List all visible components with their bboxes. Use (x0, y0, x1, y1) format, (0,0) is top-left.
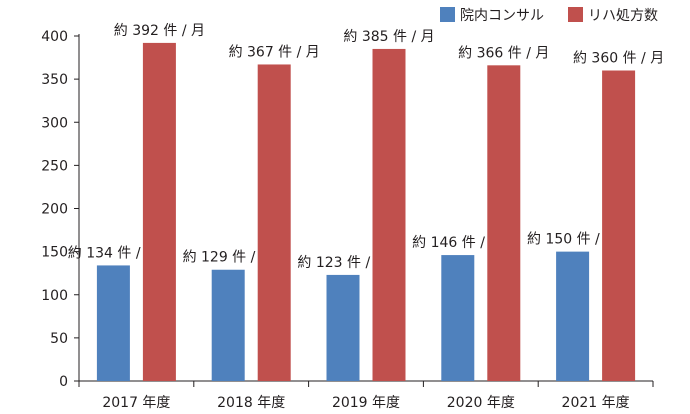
data-label: 約 367 件 / 月 (229, 44, 320, 60)
bar-consult (211, 269, 245, 381)
data-label: 約 146 件 / 月 (412, 235, 503, 251)
data-label: 約 360 件 / 月 (573, 51, 664, 67)
y-tick-label: 0 (59, 374, 68, 390)
data-label: 約 385 件 / 月 (343, 29, 434, 45)
legend-label: 院内コンサル (460, 8, 544, 24)
y-tick-label: 50 (50, 331, 68, 347)
y-tick-label: 100 (41, 288, 68, 304)
bar-prescription (602, 70, 636, 381)
bar-prescription (487, 65, 521, 381)
y-tick-label: 150 (41, 245, 68, 261)
y-tick-label: 300 (41, 115, 68, 131)
y-tick-label: 200 (41, 202, 68, 218)
data-label: 約 392 件 / 月 (114, 23, 205, 39)
legend-swatch (440, 7, 455, 22)
legend-swatch (568, 7, 583, 22)
data-label: 約 129 件 / 月 (183, 250, 274, 266)
bar-consult (326, 274, 360, 381)
data-label: 約 123 件 / 月 (297, 255, 388, 271)
x-tick-label: 2019 年度 (332, 395, 400, 411)
legend-label: リハ処方数 (588, 8, 658, 24)
y-tick-label: 350 (41, 72, 68, 88)
y-tick-label: 400 (41, 29, 68, 45)
bar-prescription (257, 64, 291, 382)
x-tick-label: 2017 年度 (102, 395, 170, 411)
y-tick-label: 250 (41, 158, 68, 174)
x-tick-label: 2020 年度 (447, 395, 515, 411)
data-label: 約 134 件 / 月 (68, 245, 159, 261)
bar-consult (441, 255, 475, 381)
x-tick-label: 2018 年度 (217, 395, 285, 411)
bar-consult (556, 251, 590, 381)
bar-prescription (372, 48, 406, 381)
data-label: 約 366 件 / 月 (458, 45, 549, 61)
bar-prescription (142, 42, 176, 382)
bar-consult (96, 265, 130, 381)
x-tick-label: 2021 年度 (562, 395, 630, 411)
data-label: 約 150 件 / 月 (527, 232, 618, 248)
